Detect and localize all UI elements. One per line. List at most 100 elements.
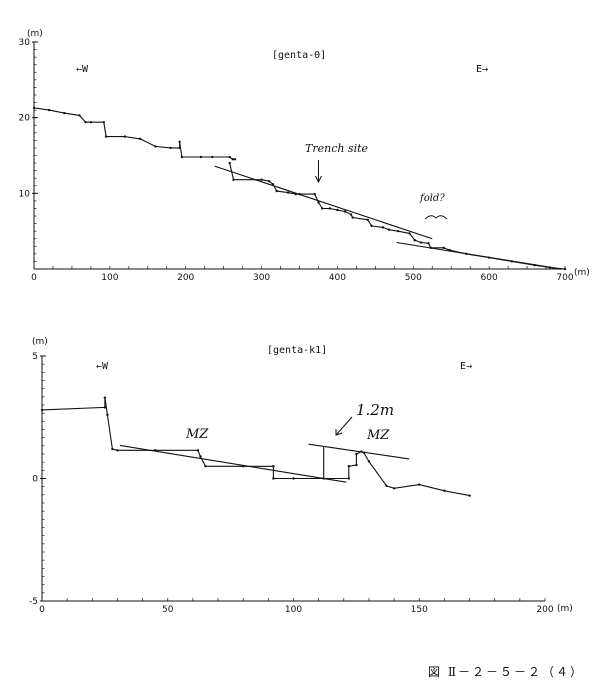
offset-arrow	[335, 416, 353, 436]
profile-chart-genta-0: (m) (m) [genta-0] ←W E→ Trench site fold…	[19, 29, 590, 283]
profile-point	[40, 408, 44, 412]
profile-series-line	[41, 397, 470, 497]
fold-brace	[424, 215, 448, 220]
profile-point	[487, 256, 491, 259]
profile-point	[387, 228, 391, 231]
fit-line	[214, 165, 433, 240]
profile-point	[231, 158, 234, 161]
trench-arrow-head	[315, 175, 322, 184]
profile-point	[548, 266, 552, 269]
profile-point	[139, 137, 142, 141]
profile-point	[360, 450, 363, 453]
profile-point	[322, 477, 325, 480]
fold-annotation: fold?	[419, 193, 445, 204]
profile-point	[63, 111, 66, 115]
y-tick-label: 0	[32, 475, 38, 485]
profile-point	[103, 406, 107, 409]
y-tick-label: 10	[19, 189, 31, 199]
profile-point	[272, 465, 275, 468]
profile-point	[104, 135, 108, 138]
x-tick-label: 150	[411, 605, 428, 615]
profile-point	[84, 121, 87, 124]
profile-point	[267, 180, 271, 183]
profile-series-line	[33, 107, 235, 160]
profile-point	[427, 242, 430, 245]
figure-caption: 図 Ⅱ－２－５－２（４）	[428, 665, 584, 679]
x-tick-label: 200	[536, 605, 553, 615]
fit-line	[308, 443, 410, 460]
x-unit-label: (m)	[574, 268, 590, 278]
profile-point	[533, 264, 536, 267]
profile-point	[232, 178, 235, 181]
offset-arrow-head	[335, 429, 343, 436]
profile-point	[116, 449, 119, 452]
x-tick-label: 500	[405, 273, 422, 283]
y-tick-label: 5	[32, 352, 38, 362]
profile-point	[343, 210, 347, 213]
profile-point	[355, 463, 358, 467]
profile-point	[196, 449, 200, 452]
profile-point	[275, 189, 278, 193]
profile-point	[317, 201, 320, 204]
profile-point	[351, 216, 354, 219]
fit-line	[119, 444, 347, 483]
profile-point	[204, 465, 207, 468]
direction-west-label: ←W	[76, 64, 89, 75]
profile-point	[47, 108, 51, 112]
profile-point	[292, 477, 295, 480]
x-tick-label: 700	[556, 273, 573, 283]
x-tick-label: 50	[162, 605, 174, 615]
x-tick-label: 200	[177, 273, 194, 283]
profile-point	[233, 158, 237, 161]
profile-point	[465, 252, 468, 256]
profile-point	[211, 155, 214, 159]
profile-point	[328, 207, 332, 210]
profile-point	[510, 260, 514, 263]
x-unit-label: (m)	[557, 604, 573, 614]
profile-point	[169, 146, 172, 150]
profile-point	[396, 229, 400, 233]
profile-point	[178, 140, 181, 144]
profile-point	[154, 145, 157, 148]
profile-point	[78, 114, 81, 117]
y-unit-label: (m)	[27, 29, 43, 39]
profile-point	[103, 396, 107, 399]
profile-point	[362, 451, 366, 454]
profile-point	[349, 213, 353, 216]
profile-point	[413, 239, 417, 242]
profile-point	[180, 155, 184, 159]
direction-west-label: ←W	[96, 361, 109, 372]
profile-point	[272, 477, 275, 480]
x-tick-label: 400	[329, 273, 346, 283]
profile-point	[442, 246, 445, 250]
y-unit-label: (m)	[32, 337, 48, 347]
profile-point	[178, 146, 181, 150]
profile-point	[106, 413, 109, 416]
profile-point	[392, 487, 396, 490]
profile-point	[336, 208, 339, 212]
profile-series-line	[229, 162, 566, 270]
mz-label-right: MZ	[366, 428, 390, 443]
chart-title: [genta-0]	[272, 50, 326, 61]
profile-point	[153, 449, 157, 452]
mz-label-left: MZ	[185, 427, 209, 442]
y-tick-label: 30	[19, 38, 31, 48]
profile-point	[355, 452, 358, 456]
profile-point	[419, 241, 423, 244]
x-tick-label: 100	[101, 273, 118, 283]
profile-point	[298, 192, 301, 196]
profile-point	[294, 192, 297, 196]
x-tick-label: 0	[39, 605, 45, 615]
profile-point	[89, 121, 93, 124]
profile-point	[321, 207, 324, 210]
profile-chart-genta-k1: (m) (m) [genta-k1] ←W E→ MZ MZ 1.2m -505…	[29, 337, 573, 615]
profile-point	[32, 106, 36, 110]
y-tick-label: 20	[19, 114, 31, 124]
profile-point	[347, 477, 351, 480]
profile-point	[370, 224, 373, 228]
profile-point	[313, 192, 316, 196]
y-tick-label: -5	[29, 597, 38, 607]
profile-point	[366, 218, 369, 222]
profile-point	[260, 178, 263, 181]
